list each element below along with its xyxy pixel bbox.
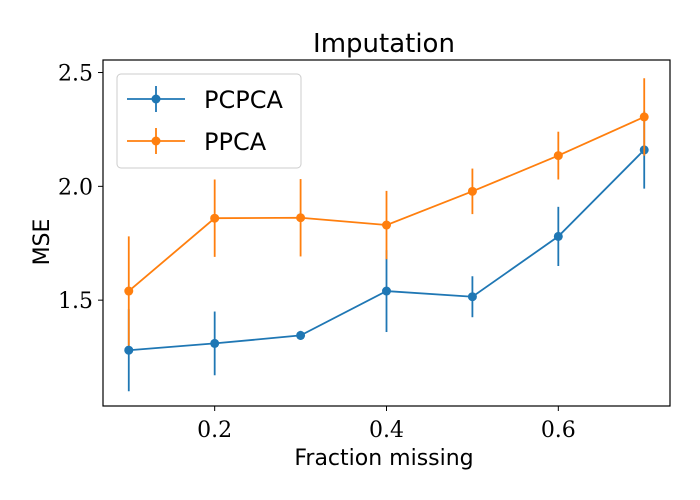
ppca-point-1	[210, 213, 220, 223]
y-tick-label-2: 2.5	[58, 62, 93, 87]
x-tick-label-1: 0.4	[369, 418, 404, 443]
legend-ppca-label: PPCA	[204, 128, 267, 156]
plot-frame	[102, 59, 671, 407]
x-tick-label-0: 0.2	[197, 418, 232, 443]
legend-pcpca-marker	[151, 94, 161, 104]
legend: PCPCA PPCA	[116, 73, 302, 169]
legend-pcpca-label: PCPCA	[204, 86, 283, 114]
ppca-point-4	[467, 186, 477, 196]
y-tick-label-1: 2.0	[58, 175, 93, 200]
ppca-point-3	[382, 220, 391, 230]
ppca-point-6	[639, 112, 649, 122]
series-ppca	[124, 78, 649, 346]
x-tick-label-2: 0.6	[541, 418, 576, 443]
pcpca-point-0	[124, 345, 134, 355]
pcpca-point-1	[210, 338, 220, 348]
pcpca-point-5	[553, 231, 563, 241]
chart-title: Imputation	[313, 29, 455, 59]
pcpca-point-4	[467, 292, 477, 302]
pcpca-point-2	[296, 330, 306, 340]
ppca-point-0	[124, 286, 134, 296]
ppca-point-2	[296, 213, 306, 223]
y-axis-label: MSE	[30, 219, 55, 266]
ppca-point-5	[553, 151, 563, 161]
legend-ppca-marker	[151, 136, 161, 146]
x-axis-label: Fraction missing	[294, 446, 473, 471]
pcpca-point-3	[382, 286, 391, 296]
y-tick-label-0: 1.5	[58, 289, 93, 314]
legend-box	[116, 73, 302, 169]
